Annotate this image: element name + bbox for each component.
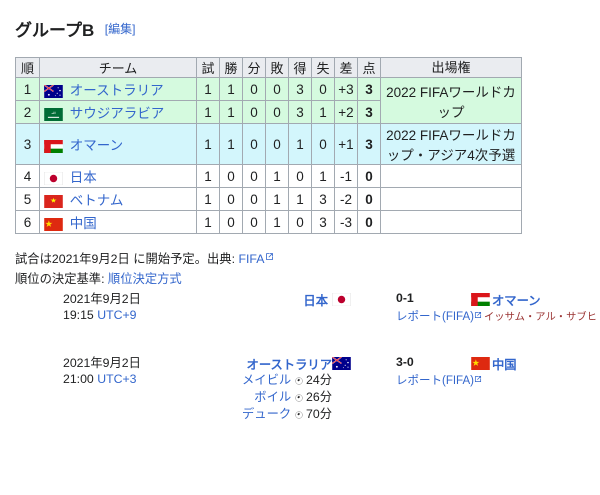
svg-text:الله: الله [51, 111, 55, 115]
